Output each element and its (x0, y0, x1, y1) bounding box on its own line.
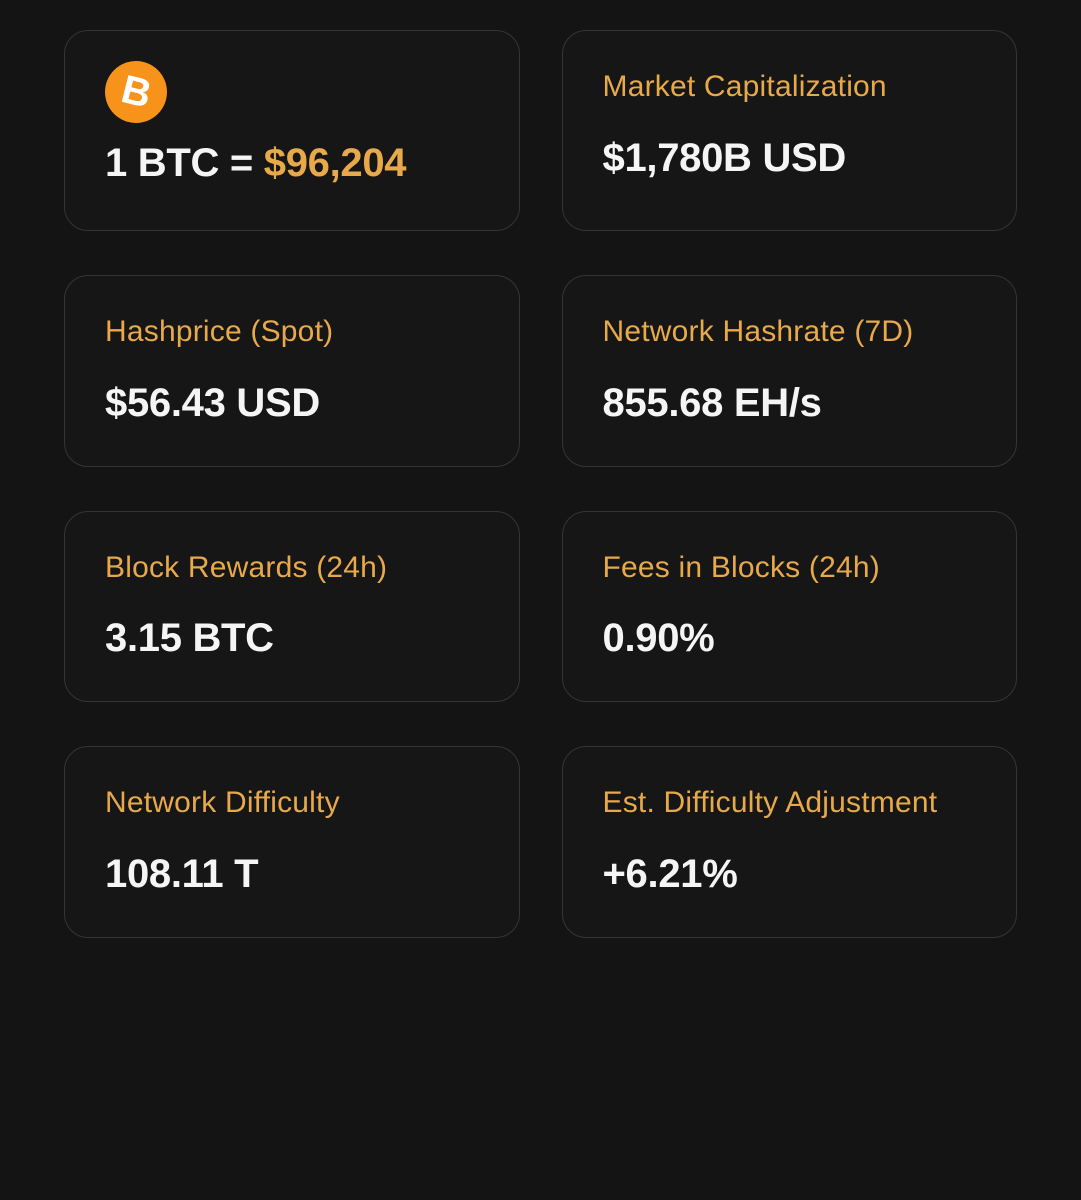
market-cap-label: Market Capitalization (603, 67, 977, 108)
btc-price-line: 1 BTC = $96,204 (105, 141, 479, 186)
hashprice-label: Hashprice (Spot) (105, 312, 479, 353)
card-difficulty: Network Difficulty 108.11 T (64, 746, 520, 938)
card-market-cap: Market Capitalization $1,780B USD (562, 30, 1018, 231)
fees-label: Fees in Blocks (24h) (603, 548, 977, 589)
hashrate-label: Network Hashrate (7D) (603, 312, 977, 353)
stats-grid: B 1 BTC = $96,204 Market Capitalization … (64, 30, 1017, 938)
card-difficulty-adjustment: Est. Difficulty Adjustment +6.21% (562, 746, 1018, 938)
block-rewards-label: Block Rewards (24h) (105, 548, 479, 589)
market-cap-value: $1,780B USD (603, 136, 977, 181)
hashprice-value: $56.43 USD (105, 381, 479, 426)
btc-price-prefix: 1 BTC = (105, 141, 264, 185)
difficulty-label: Network Difficulty (105, 783, 479, 824)
fees-value: 0.90% (603, 616, 977, 661)
bitcoin-icon: B (105, 61, 167, 123)
card-hashprice: Hashprice (Spot) $56.43 USD (64, 275, 520, 467)
hashrate-value: 855.68 EH/s (603, 381, 977, 426)
difficulty-adj-label: Est. Difficulty Adjustment (603, 783, 977, 824)
card-block-rewards: Block Rewards (24h) 3.15 BTC (64, 511, 520, 703)
difficulty-adj-value: +6.21% (603, 852, 977, 897)
card-hashrate: Network Hashrate (7D) 855.68 EH/s (562, 275, 1018, 467)
card-btc-price: B 1 BTC = $96,204 (64, 30, 520, 231)
difficulty-value: 108.11 T (105, 852, 479, 897)
bitcoin-glyph: B (117, 69, 155, 115)
card-fees: Fees in Blocks (24h) 0.90% (562, 511, 1018, 703)
block-rewards-value: 3.15 BTC (105, 616, 479, 661)
btc-price-value: $96,204 (264, 141, 407, 185)
